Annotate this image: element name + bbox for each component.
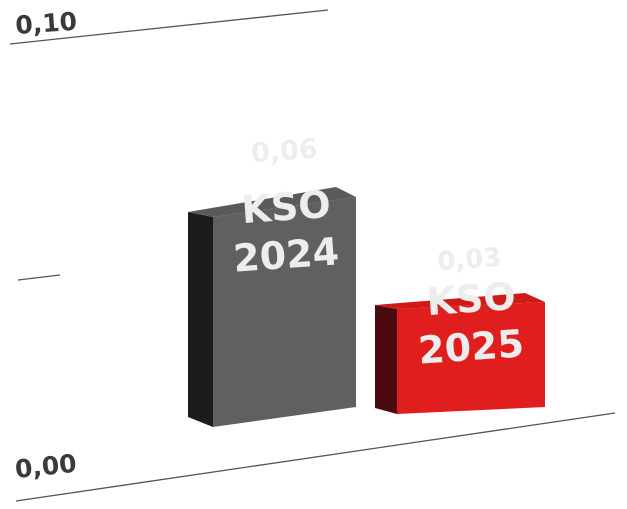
bar-kso-2025-side (375, 305, 397, 414)
bar-kso-2025-top (375, 293, 545, 309)
bar-kso-2025-label-line1: KSO (425, 274, 517, 324)
bar-kso-2025: 0,03 KSO 2025 (375, 243, 545, 414)
gridline-top (9, 9, 329, 45)
bar-kso-2024-side (188, 212, 213, 427)
bar-kso-2024-label-line2: 2024 (232, 229, 341, 280)
bar-kso-2025-front (397, 302, 545, 414)
bar-kso-2024: 0,06 KSO 2024 (188, 134, 356, 427)
bar-kso-2025-value-label: 0,03 (436, 243, 502, 277)
y-tick-label-min: 0,00 (14, 449, 78, 484)
bar-kso-2024-value-label: 0,06 (250, 134, 319, 170)
gridline-middle (17, 274, 61, 281)
bar-kso-2024-front (213, 197, 356, 427)
bar-kso-2024-label-line1: KSO (240, 182, 332, 232)
y-tick-label-max: 0,10 (14, 7, 78, 40)
bar-kso-2024-top (188, 187, 356, 217)
bar-kso-2025-label-line2: 2025 (417, 321, 526, 372)
gridline-baseline (15, 412, 616, 502)
